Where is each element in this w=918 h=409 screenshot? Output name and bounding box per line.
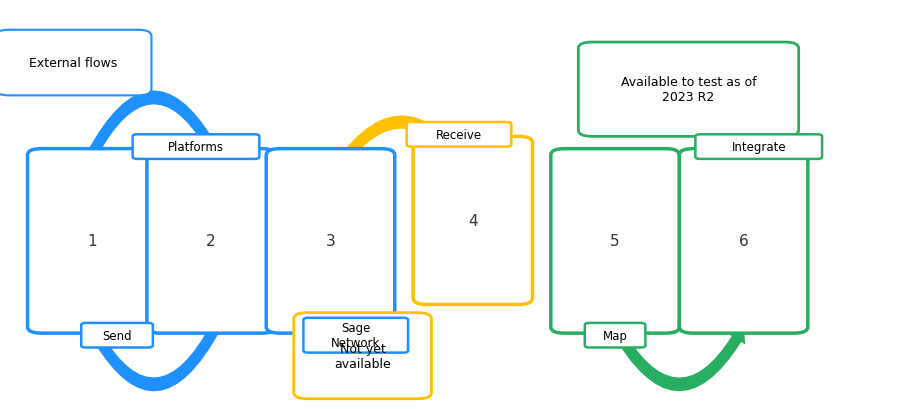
- Text: Sage
Network: Sage Network: [331, 321, 380, 349]
- Text: 5: 5: [610, 234, 620, 249]
- Text: Receive: Receive: [436, 128, 482, 142]
- FancyBboxPatch shape: [413, 137, 532, 305]
- Text: Integrate: Integrate: [732, 141, 786, 154]
- FancyBboxPatch shape: [407, 123, 511, 147]
- FancyArrowPatch shape: [326, 116, 474, 183]
- FancyBboxPatch shape: [294, 313, 431, 399]
- Text: 2: 2: [207, 234, 216, 249]
- Text: 6: 6: [739, 234, 748, 249]
- FancyBboxPatch shape: [679, 149, 808, 333]
- Text: Not yet
available: Not yet available: [334, 342, 391, 370]
- Text: Available to test as of
2023 R2: Available to test as of 2023 R2: [621, 76, 756, 104]
- FancyBboxPatch shape: [147, 149, 275, 333]
- FancyArrowPatch shape: [371, 319, 391, 333]
- FancyBboxPatch shape: [578, 43, 799, 137]
- Text: External flows: External flows: [29, 57, 118, 70]
- FancyBboxPatch shape: [81, 323, 152, 348]
- Text: Platforms: Platforms: [168, 141, 224, 154]
- Text: Map: Map: [602, 329, 628, 342]
- FancyArrowPatch shape: [90, 325, 220, 391]
- FancyBboxPatch shape: [696, 135, 823, 160]
- FancyBboxPatch shape: [132, 135, 259, 160]
- FancyBboxPatch shape: [303, 318, 408, 353]
- Text: 3: 3: [326, 234, 335, 249]
- FancyBboxPatch shape: [585, 323, 645, 348]
- Text: 1: 1: [87, 234, 96, 249]
- FancyBboxPatch shape: [551, 149, 679, 333]
- Text: Send: Send: [102, 329, 132, 342]
- FancyArrowPatch shape: [610, 324, 745, 391]
- FancyBboxPatch shape: [28, 149, 156, 333]
- FancyBboxPatch shape: [266, 149, 395, 333]
- FancyBboxPatch shape: [0, 31, 151, 96]
- Text: 4: 4: [468, 213, 477, 228]
- FancyArrowPatch shape: [87, 91, 218, 158]
